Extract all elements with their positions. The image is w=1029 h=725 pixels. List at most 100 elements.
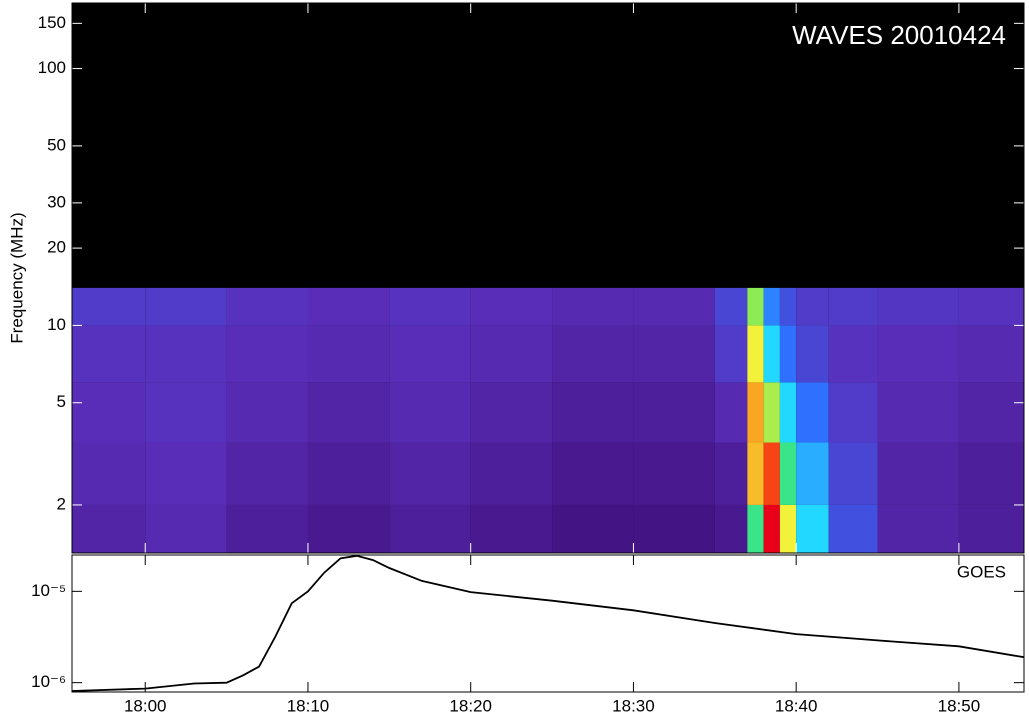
- heatmap-cell: [828, 287, 878, 326]
- heatmap-cell: [633, 504, 715, 553]
- heatmap-cell: [633, 382, 715, 443]
- y-tick-label: 10⁻⁵: [31, 581, 66, 600]
- y-tick-label: 100: [38, 58, 66, 77]
- heatmap-cell: [958, 382, 1024, 443]
- heatmap-cell: [877, 382, 959, 443]
- heatmap-cell: [747, 382, 764, 443]
- heatmap-cell: [226, 382, 308, 443]
- heatmap-cell: [470, 382, 553, 443]
- y-tick-label: 30: [47, 192, 66, 211]
- y-tick-label: 10⁻⁶: [31, 672, 66, 691]
- heatmap-cell: [226, 287, 308, 326]
- heatmap-cell: [763, 382, 780, 443]
- spectrogram-frame: [71, 2, 1025, 554]
- heatmap-cell: [307, 382, 390, 443]
- y-tick-label: 50: [47, 135, 66, 154]
- y-tick-label: 5: [57, 392, 66, 411]
- heatmap-cell: [958, 442, 1024, 505]
- heatmap-cell: [226, 442, 308, 505]
- heatmap-cell: [389, 504, 471, 553]
- heatmap-cell: [552, 442, 634, 505]
- heatmap-cell: [389, 287, 471, 326]
- chart-title: WAVES 20010424: [792, 20, 1006, 50]
- heatmap-cell: [145, 442, 227, 505]
- heatmap-cell: [470, 287, 553, 326]
- heatmap-cell: [633, 287, 715, 326]
- y-axis-label: Frequency (MHz): [7, 212, 26, 343]
- heatmap-cell: [470, 504, 553, 553]
- heatmap-cell: [828, 442, 878, 505]
- heatmap-cell: [828, 382, 878, 443]
- heatmap-cell: [796, 287, 829, 326]
- heatmap-cell: [307, 325, 390, 383]
- heatmap-cell: [633, 325, 715, 383]
- heatmap-cell: [145, 287, 227, 326]
- heatmap-cell: [763, 325, 780, 383]
- y-tick-label: 10: [47, 315, 66, 334]
- heatmap-cell: [779, 325, 797, 383]
- heatmap-cell: [958, 325, 1024, 383]
- heatmap-cell: [958, 504, 1024, 553]
- x-tick-label: 18:20: [449, 696, 492, 715]
- heatmap-cell: [747, 442, 764, 505]
- heatmap-cell: [226, 504, 308, 553]
- heatmap-cell: [763, 442, 780, 505]
- heatmap-cell: [779, 287, 797, 326]
- heatmap-cell: [877, 504, 959, 553]
- series-label: GOES: [957, 562, 1006, 581]
- heatmap-cell: [72, 442, 146, 505]
- heatmap-cell: [714, 442, 748, 505]
- heatmap-cell: [779, 382, 797, 443]
- heatmap-cell: [796, 442, 829, 505]
- y-tick-label: 2: [57, 494, 66, 513]
- heatmap-cell: [72, 287, 146, 326]
- heatmap-cell: [307, 504, 390, 553]
- heatmap-cell: [552, 325, 634, 383]
- heatmap-cell: [470, 442, 553, 505]
- heatmap-cell: [796, 382, 829, 443]
- heatmap-cell: [226, 325, 308, 383]
- heatmap-cell: [747, 504, 764, 553]
- heatmap-cell: [779, 442, 797, 505]
- y-tick-label: 150: [38, 13, 66, 32]
- heatmap-cell: [633, 442, 715, 505]
- heatmap-cell: [307, 287, 390, 326]
- heatmap-cell: [389, 382, 471, 443]
- heatmap-cell: [747, 287, 764, 326]
- heatmap-cell: [552, 382, 634, 443]
- heatmap-cell: [72, 325, 146, 383]
- heatmap-cell: [714, 287, 748, 326]
- heatmap-cell: [552, 504, 634, 553]
- heatmap-cell: [714, 382, 748, 443]
- heatmap-cell: [145, 504, 227, 553]
- heatmap-cell: [828, 504, 878, 553]
- flux-line: [71, 554, 1025, 692]
- heatmap-cell: [307, 442, 390, 505]
- heatmap-cell: [958, 287, 1024, 326]
- heatmap-cell: [389, 442, 471, 505]
- heatmap-cell: [470, 325, 553, 383]
- heatmap-cell: [747, 325, 764, 383]
- heatmap-cell: [145, 325, 227, 383]
- heatmap-cell: [796, 504, 829, 553]
- heatmap-cell: [779, 504, 797, 553]
- x-tick-label: 18:00: [124, 696, 167, 715]
- y-tick-label: 20: [47, 238, 66, 257]
- x-tick-label: 18:30: [612, 696, 655, 715]
- heatmap-cell: [552, 287, 634, 326]
- goes-panel-frame: [71, 554, 1025, 693]
- heatmap-cell: [389, 325, 471, 383]
- heatmap-cell: [714, 325, 748, 383]
- heatmap-cell: [828, 325, 878, 383]
- heatmap-cell: [72, 382, 146, 443]
- heatmap-cell: [714, 504, 748, 553]
- heatmap-cell: [763, 287, 780, 326]
- x-tick-label: 18:40: [775, 696, 818, 715]
- x-tick-label: 18:50: [938, 696, 981, 715]
- heatmap-cell: [877, 442, 959, 505]
- x-tick-label: 18:10: [287, 696, 330, 715]
- heatmap-cell: [877, 325, 959, 383]
- heatmap-cell: [796, 325, 829, 383]
- heatmap-cell: [145, 382, 227, 443]
